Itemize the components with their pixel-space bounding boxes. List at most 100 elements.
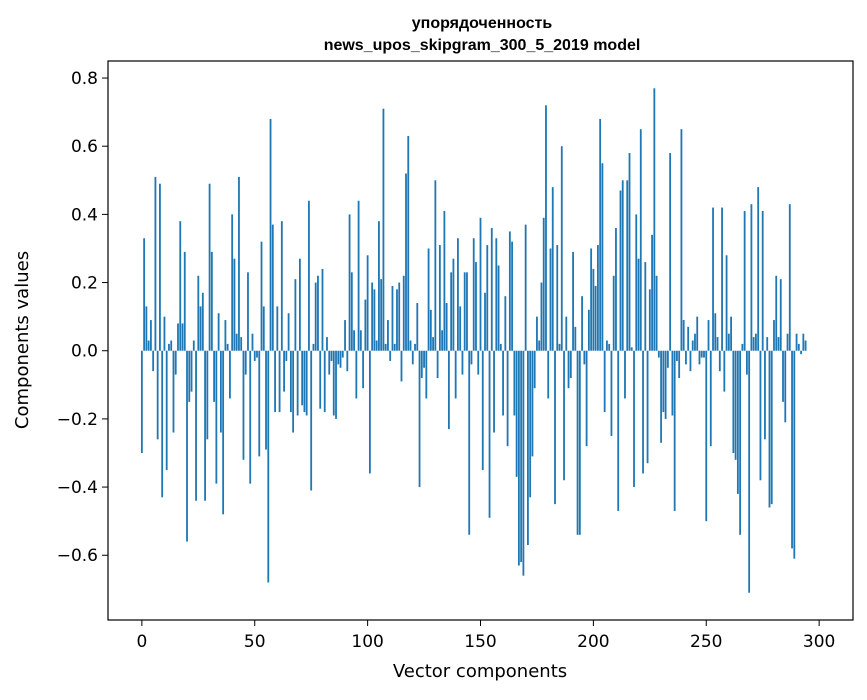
- bar: [551, 187, 554, 351]
- bar: [633, 350, 635, 488]
- bar: [186, 350, 188, 542]
- x-tick-label: 0: [136, 632, 147, 652]
- bar: [330, 350, 333, 361]
- bar: [296, 350, 299, 416]
- bar: [606, 340, 608, 351]
- bar: [712, 207, 714, 351]
- y-tick-label: −0.2: [57, 410, 98, 430]
- chart-title: упорядоченность: [412, 15, 553, 32]
- bar: [761, 210, 764, 351]
- bar: [427, 248, 430, 351]
- y-tick-label: −0.4: [57, 478, 98, 498]
- bar: [461, 350, 464, 375]
- bar: [267, 350, 270, 583]
- bar: [312, 343, 315, 351]
- bar: [621, 180, 624, 351]
- bar: [260, 241, 263, 351]
- x-axis-ticks: 0 50 100 150 200 250 300: [136, 620, 835, 652]
- x-tick-label: 250: [690, 632, 722, 652]
- bar: [362, 350, 365, 389]
- bar: [405, 173, 407, 351]
- bar: [357, 200, 360, 351]
- bar: [285, 350, 288, 361]
- bar: [793, 350, 796, 559]
- bar: [504, 296, 507, 351]
- bar: [233, 258, 236, 351]
- y-tick-label: 0.0: [71, 342, 98, 362]
- bar: [542, 217, 545, 351]
- bar: [648, 289, 651, 351]
- bar: [262, 306, 265, 351]
- bar: [691, 340, 694, 351]
- bar: [224, 320, 227, 351]
- bar: [438, 245, 441, 351]
- bar: [389, 350, 392, 361]
- bar: [319, 350, 322, 409]
- bar: [567, 350, 570, 389]
- bar: [524, 224, 527, 351]
- bar: [540, 282, 543, 351]
- bar: [396, 289, 398, 351]
- bar: [393, 343, 396, 351]
- bar: [231, 214, 234, 351]
- y-tick-label: 0.8: [71, 69, 98, 89]
- bar: [238, 176, 240, 351]
- bar: [558, 343, 561, 351]
- bar: [249, 350, 252, 484]
- bar: [714, 313, 717, 351]
- bar: [247, 272, 249, 351]
- bar: [506, 350, 509, 447]
- bar: [569, 350, 572, 378]
- bar: [547, 350, 550, 399]
- bar: [210, 251, 213, 351]
- bar: [378, 221, 380, 351]
- bar: [777, 337, 780, 351]
- bar: [242, 350, 245, 460]
- bar: [576, 350, 579, 535]
- bar: [624, 350, 626, 399]
- bar: [425, 350, 428, 399]
- bar: [718, 350, 721, 372]
- bar: [768, 350, 771, 508]
- y-axis-ticks: −0.6 −0.4 −0.2 0.0 0.2 0.4 0.6 0.8: [57, 69, 108, 566]
- bar: [755, 333, 757, 351]
- bar: [630, 347, 633, 351]
- bar: [689, 350, 692, 372]
- bar: [359, 330, 362, 351]
- bar: [195, 350, 197, 501]
- bar: [592, 268, 595, 351]
- bar: [800, 350, 802, 355]
- bar: [423, 350, 425, 368]
- bar: [477, 350, 480, 375]
- bar: [628, 153, 631, 351]
- bar: [364, 299, 367, 351]
- bar: [669, 153, 672, 351]
- bar: [384, 343, 387, 351]
- bar: [256, 350, 258, 358]
- bar: [748, 350, 751, 593]
- bar: [328, 350, 331, 375]
- bar: [177, 323, 179, 351]
- x-axis-label: Vector components: [393, 661, 567, 682]
- bar: [409, 340, 412, 351]
- bar: [671, 350, 674, 416]
- bar: [179, 221, 182, 351]
- x-tick-label: 100: [351, 632, 383, 652]
- bar: [556, 245, 559, 351]
- bar: [143, 238, 146, 351]
- bar: [235, 333, 238, 351]
- bar: [204, 350, 206, 501]
- bar: [335, 350, 337, 419]
- bar: [536, 316, 538, 351]
- bar: [215, 350, 218, 484]
- bar: [700, 350, 703, 358]
- bar: [154, 176, 157, 351]
- bar: [432, 337, 434, 351]
- plot-area-frame: [107, 60, 854, 621]
- bar: [298, 258, 301, 351]
- bar: [382, 108, 385, 351]
- bar: [454, 350, 457, 399]
- bar: [651, 234, 653, 351]
- bar: [617, 350, 620, 511]
